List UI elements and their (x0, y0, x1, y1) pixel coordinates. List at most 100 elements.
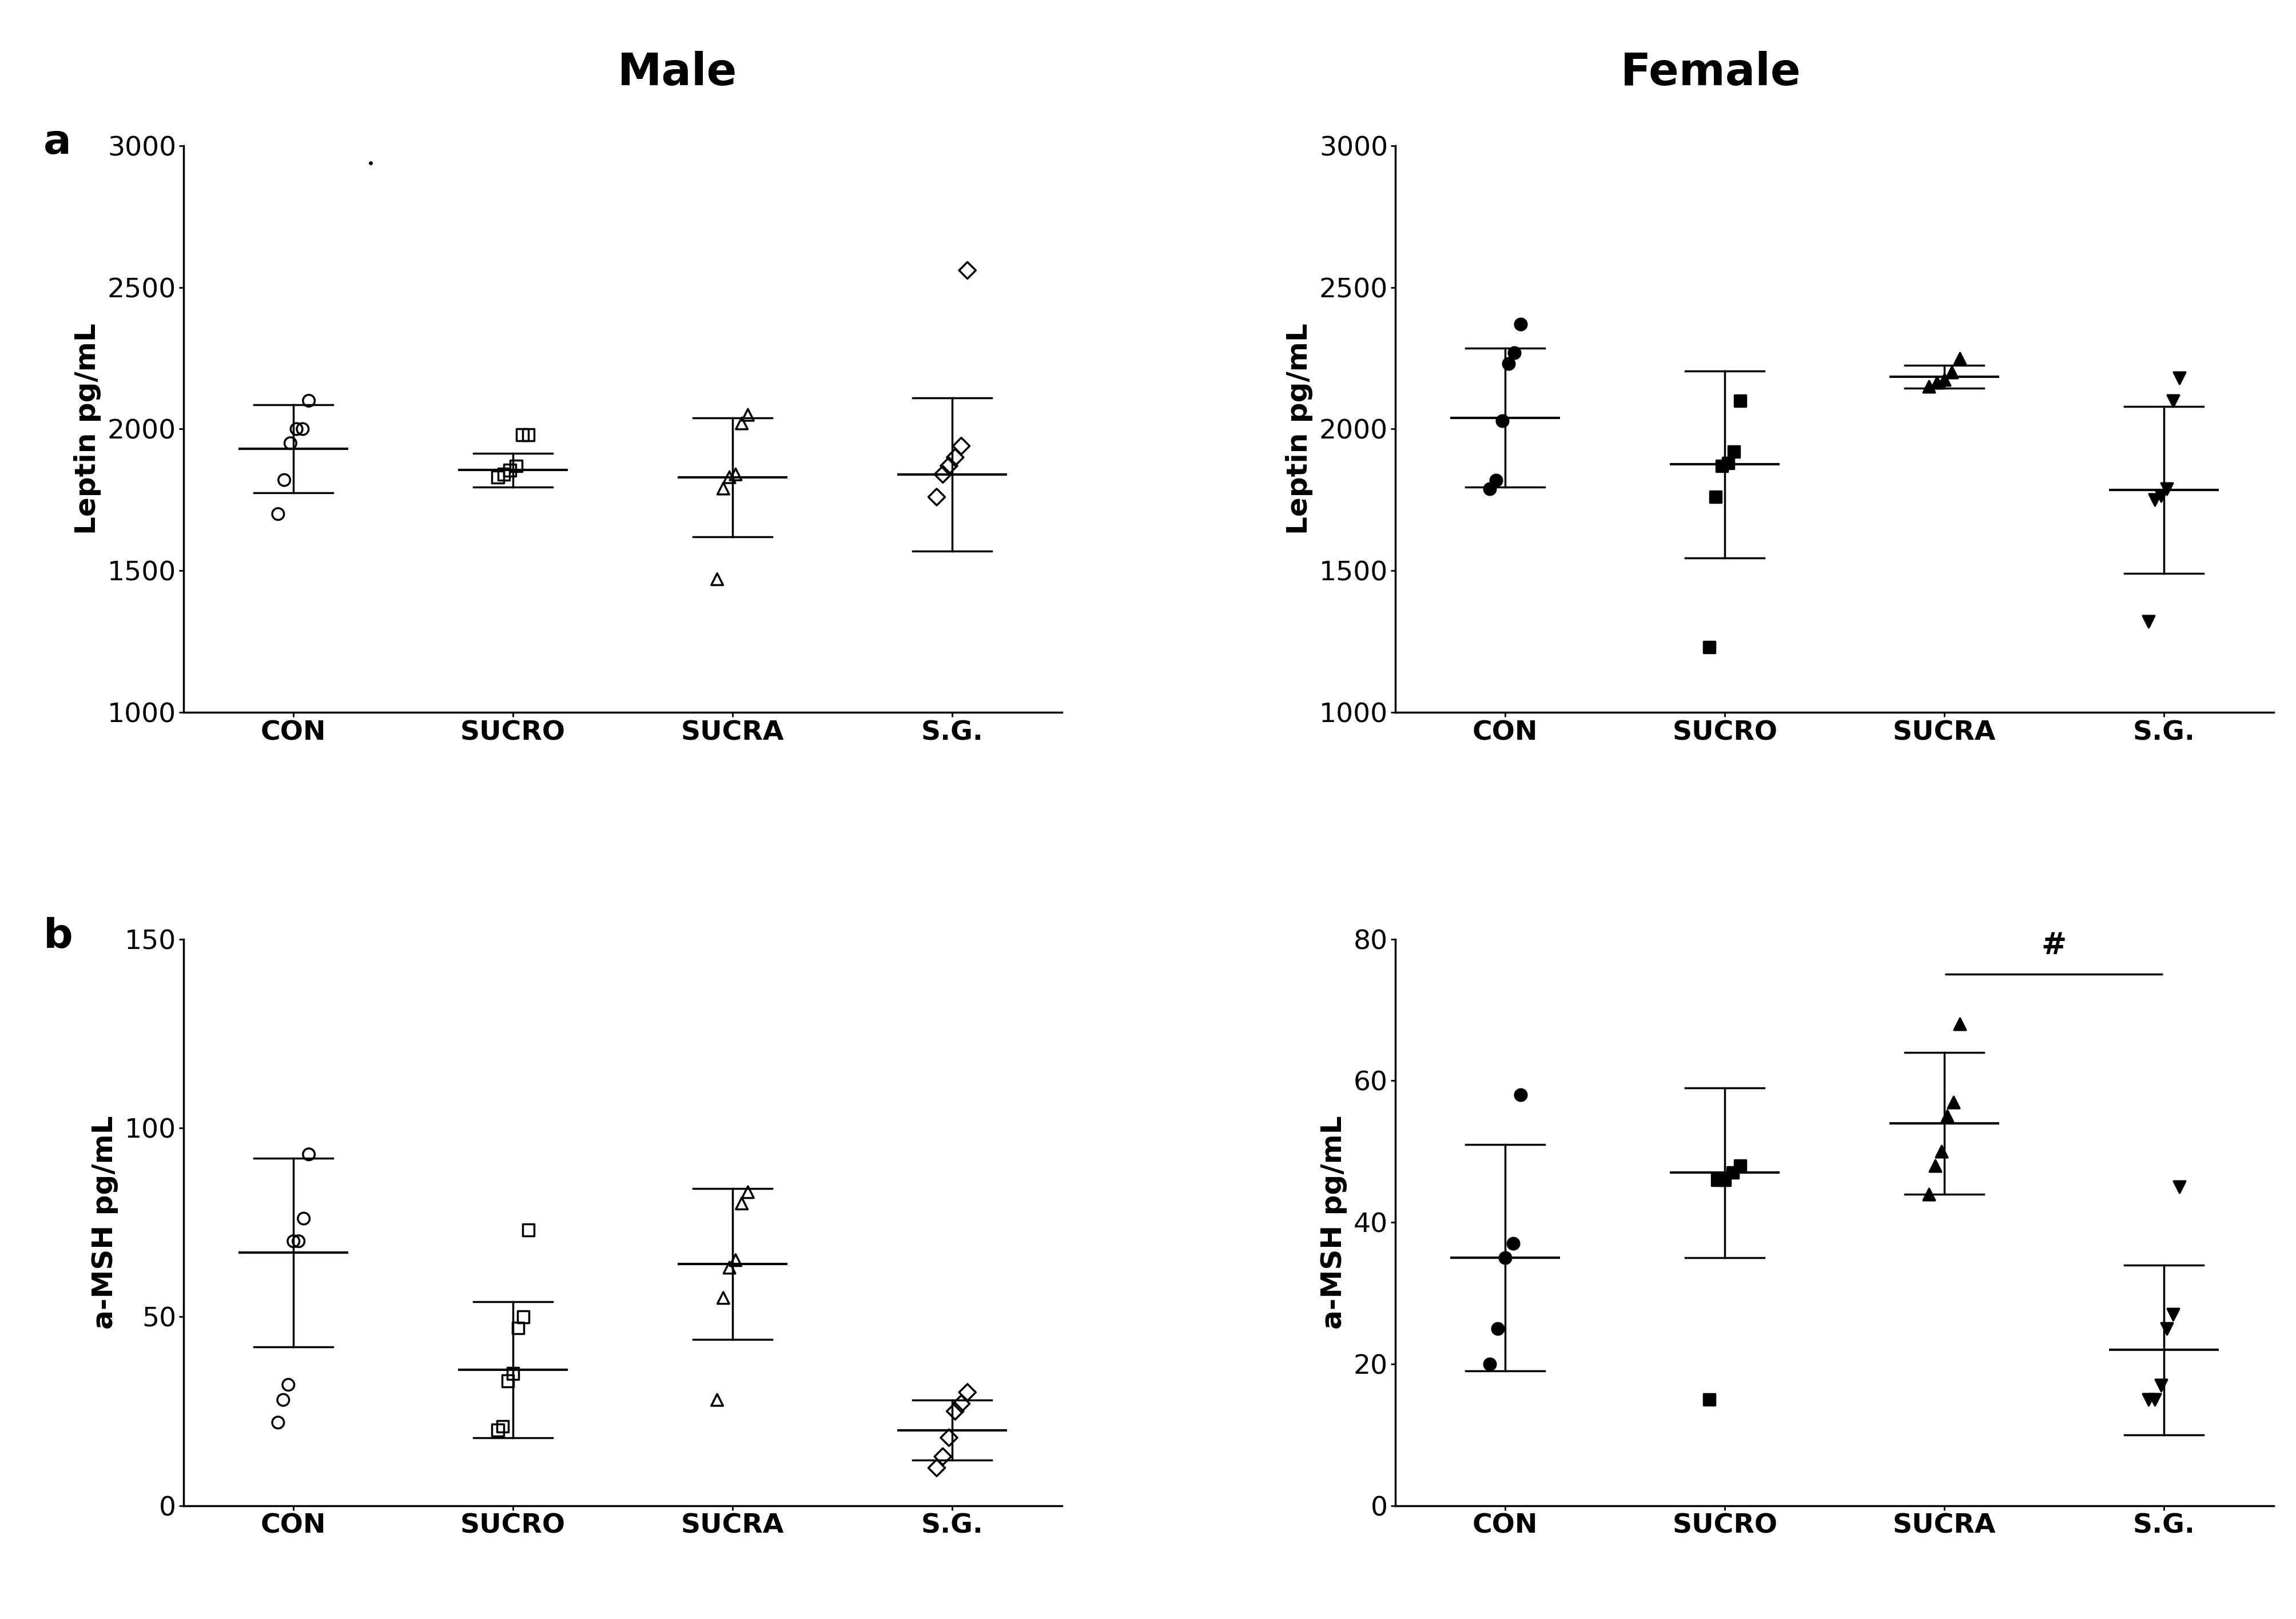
Point (501, 1315, 537, 1341)
Point (280, 1229, 317, 1255)
Point (484, 461, 521, 487)
Point (285, 416, 321, 442)
Text: #: # (2041, 931, 2066, 960)
Point (730, 1179, 767, 1205)
Point (510, 421, 546, 447)
Point (2131, 609, 2167, 635)
Point (948, 1379, 985, 1405)
Text: a: a (44, 123, 71, 162)
Point (1472, 1350, 1508, 1376)
Y-axis label: Leptin pg/mL: Leptin pg/mL (73, 324, 101, 534)
Point (266, 466, 303, 492)
Point (259, 502, 296, 528)
Point (1929, 1103, 1965, 1128)
Point (1917, 1153, 1954, 1179)
Point (1502, 311, 1538, 337)
Point (1922, 1138, 1958, 1164)
Point (491, 457, 528, 482)
Point (698, 1387, 735, 1413)
Point (1704, 453, 1740, 479)
Point (1715, 439, 1752, 465)
Point (1697, 484, 1733, 510)
Point (289, 1141, 326, 1167)
Point (503, 421, 540, 447)
Point (480, 465, 517, 491)
Point (1706, 1167, 1743, 1193)
Point (716, 461, 753, 487)
Point (484, 1413, 521, 1439)
Point (2135, 487, 2172, 513)
Point (2135, 1386, 2172, 1412)
Point (259, 1410, 296, 1436)
Point (705, 476, 742, 502)
Point (712, 465, 748, 491)
Point (918, 484, 955, 510)
Point (925, 461, 962, 487)
Y-axis label: a-MSH pg/mL: a-MSH pg/mL (1320, 1115, 1348, 1329)
Point (716, 1247, 753, 1273)
Point (271, 431, 308, 457)
Y-axis label: a-MSH pg/mL: a-MSH pg/mL (92, 1115, 117, 1329)
Point (712, 1255, 748, 1281)
Point (948, 257, 985, 283)
Point (937, 444, 974, 470)
Point (2131, 1386, 2167, 1412)
Point (289, 389, 326, 414)
Point (505, 1303, 542, 1329)
Point (1722, 1153, 1759, 1179)
Point (489, 1368, 526, 1394)
Point (944, 432, 980, 460)
Point (937, 1399, 974, 1425)
Point (723, 1190, 760, 1216)
Point (1910, 1182, 1947, 1208)
Point (698, 567, 735, 593)
Point (480, 1417, 517, 1443)
Point (2161, 364, 2197, 390)
Point (285, 1206, 321, 1232)
Point (918, 1455, 955, 1481)
Point (1490, 351, 1527, 377)
Point (1690, 1386, 1727, 1412)
Point (2149, 1316, 2186, 1342)
Point (271, 1371, 308, 1397)
Point (730, 402, 767, 427)
Point (1479, 1316, 1515, 1342)
Point (930, 453, 967, 479)
Point (1917, 369, 1954, 395)
Point (944, 1391, 980, 1417)
Point (1722, 389, 1759, 414)
Point (2154, 389, 2190, 414)
Point (494, 1360, 530, 1386)
Point (930, 1425, 967, 1451)
Point (723, 411, 760, 437)
Point (1940, 1010, 1977, 1038)
Point (1699, 1167, 1736, 1193)
Point (1910, 374, 1947, 400)
Point (705, 1285, 742, 1311)
Point (1486, 1245, 1522, 1271)
Text: Female: Female (1621, 52, 1800, 94)
Point (1713, 1159, 1750, 1185)
Point (278, 416, 315, 442)
Point (1502, 1081, 1538, 1107)
Point (276, 1229, 312, 1255)
Point (1472, 476, 1508, 502)
Point (498, 453, 535, 479)
Point (1936, 1090, 1972, 1115)
Point (925, 1444, 962, 1470)
Point (1940, 345, 1977, 371)
Point (1690, 635, 1727, 661)
Point (1483, 408, 1520, 434)
Point (2142, 1373, 2179, 1399)
Point (1926, 366, 1963, 392)
Point (2142, 482, 2179, 508)
Point (264, 1387, 301, 1413)
Point (2154, 1302, 2190, 1328)
Point (1708, 450, 1745, 476)
Point (1933, 359, 1970, 385)
Text: b: b (44, 916, 73, 955)
Point (510, 1217, 546, 1243)
Text: Male: Male (618, 52, 737, 94)
Point (1495, 340, 1531, 366)
Point (2161, 1174, 2197, 1200)
